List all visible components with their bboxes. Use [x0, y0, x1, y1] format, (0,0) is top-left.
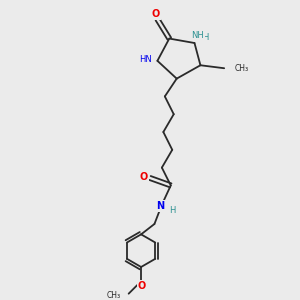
Text: O: O	[140, 172, 148, 182]
Text: O: O	[152, 9, 160, 19]
Text: H: H	[202, 33, 208, 42]
Text: H: H	[169, 206, 176, 215]
Text: HN: HN	[139, 55, 152, 64]
Text: N: N	[156, 201, 164, 211]
Text: CH₃: CH₃	[106, 291, 120, 300]
Text: O: O	[138, 281, 146, 291]
Text: NH: NH	[191, 31, 204, 40]
Text: CH₃: CH₃	[235, 64, 249, 73]
